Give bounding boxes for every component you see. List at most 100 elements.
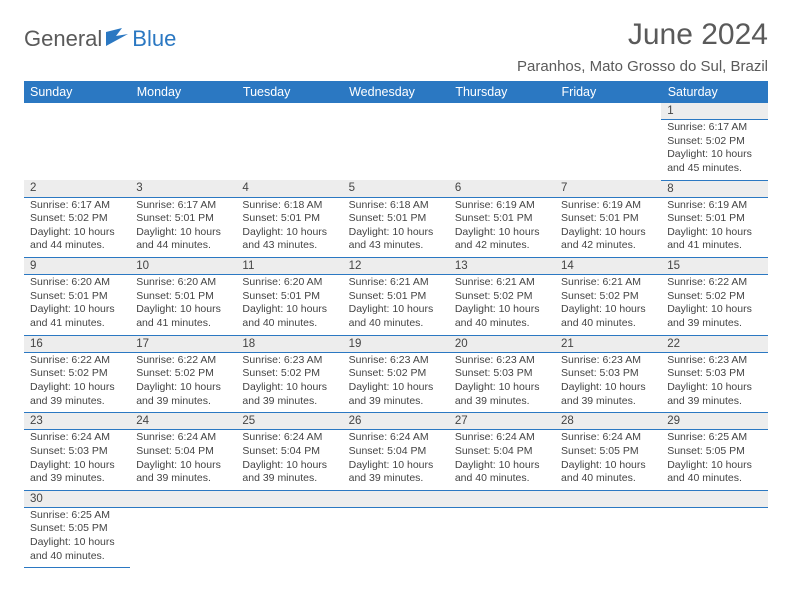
day-cell-info: Sunrise: 6:17 AMSunset: 5:01 PMDaylight:… xyxy=(130,197,236,258)
calendar-table: SundayMondayTuesdayWednesdayThursdayFrid… xyxy=(24,81,768,568)
day-number: 17 xyxy=(130,336,236,352)
day-number: 13 xyxy=(449,258,555,274)
logo: General Blue xyxy=(24,26,176,52)
day-cell-number: 18 xyxy=(236,335,342,352)
day-cell-number: 22 xyxy=(661,335,767,352)
day-number: 22 xyxy=(661,336,767,352)
day-cell-info: Sunrise: 6:18 AMSunset: 5:01 PMDaylight:… xyxy=(236,197,342,258)
day-cell-number: 14 xyxy=(555,258,661,275)
day-cell-number xyxy=(343,103,449,120)
day-number: 24 xyxy=(130,413,236,429)
day-header: Saturday xyxy=(661,81,767,103)
day-cell-info: Sunrise: 6:23 AMSunset: 5:03 PMDaylight:… xyxy=(555,352,661,413)
day-cell-info xyxy=(236,120,342,181)
day-cell-number: 24 xyxy=(130,413,236,430)
day-info: Sunrise: 6:23 AMSunset: 5:02 PMDaylight:… xyxy=(343,353,449,413)
day-cell-info: Sunrise: 6:24 AMSunset: 5:04 PMDaylight:… xyxy=(130,430,236,491)
day-cell-info xyxy=(236,507,342,568)
day-cell-number: 23 xyxy=(24,413,130,430)
day-cell-number xyxy=(236,103,342,120)
day-number: 23 xyxy=(24,413,130,429)
day-info: Sunrise: 6:19 AMSunset: 5:01 PMDaylight:… xyxy=(555,198,661,258)
day-cell-number: 16 xyxy=(24,335,130,352)
day-cell-info: Sunrise: 6:22 AMSunset: 5:02 PMDaylight:… xyxy=(661,275,767,336)
day-cell-info: Sunrise: 6:17 AMSunset: 5:02 PMDaylight:… xyxy=(24,197,130,258)
day-number: 4 xyxy=(236,180,342,196)
day-cell-number: 25 xyxy=(236,413,342,430)
day-cell-info: Sunrise: 6:25 AMSunset: 5:05 PMDaylight:… xyxy=(661,430,767,491)
day-header: Sunday xyxy=(24,81,130,103)
day-info: Sunrise: 6:18 AMSunset: 5:01 PMDaylight:… xyxy=(343,198,449,258)
day-cell-info: Sunrise: 6:19 AMSunset: 5:01 PMDaylight:… xyxy=(661,197,767,258)
day-cell-number: 26 xyxy=(343,413,449,430)
calendar-head: SundayMondayTuesdayWednesdayThursdayFrid… xyxy=(24,81,768,103)
day-cell-number: 3 xyxy=(130,180,236,197)
day-info: Sunrise: 6:23 AMSunset: 5:03 PMDaylight:… xyxy=(555,353,661,413)
day-cell-info xyxy=(661,507,767,568)
day-number: 7 xyxy=(555,180,661,196)
day-number: 12 xyxy=(343,258,449,274)
day-cell-number xyxy=(661,490,767,507)
day-number: 25 xyxy=(236,413,342,429)
logo-flag-icon xyxy=(106,28,132,51)
day-info: Sunrise: 6:20 AMSunset: 5:01 PMDaylight:… xyxy=(130,275,236,335)
day-number: 6 xyxy=(449,180,555,196)
day-info: Sunrise: 6:24 AMSunset: 5:04 PMDaylight:… xyxy=(449,430,555,490)
day-cell-info: Sunrise: 6:24 AMSunset: 5:04 PMDaylight:… xyxy=(449,430,555,491)
day-cell-number xyxy=(236,490,342,507)
day-info: Sunrise: 6:23 AMSunset: 5:03 PMDaylight:… xyxy=(449,353,555,413)
day-cell-info xyxy=(343,120,449,181)
day-number: 28 xyxy=(555,413,661,429)
header: General Blue June 2024 Paranhos, Mato Gr… xyxy=(24,18,768,75)
day-number: 5 xyxy=(343,180,449,196)
day-cell-number: 1 xyxy=(661,103,767,120)
day-cell-info xyxy=(449,120,555,181)
day-info: Sunrise: 6:25 AMSunset: 5:05 PMDaylight:… xyxy=(24,508,130,568)
day-number: 30 xyxy=(24,491,130,507)
day-cell-info: Sunrise: 6:17 AMSunset: 5:02 PMDaylight:… xyxy=(661,120,767,181)
day-header: Thursday xyxy=(449,81,555,103)
day-cell-info: Sunrise: 6:24 AMSunset: 5:03 PMDaylight:… xyxy=(24,430,130,491)
day-number: 14 xyxy=(555,258,661,274)
day-cell-number: 17 xyxy=(130,335,236,352)
day-cell-number xyxy=(449,490,555,507)
day-cell-number: 19 xyxy=(343,335,449,352)
day-number: 3 xyxy=(130,180,236,196)
day-header: Friday xyxy=(555,81,661,103)
day-info: Sunrise: 6:24 AMSunset: 5:03 PMDaylight:… xyxy=(24,430,130,490)
page-title: June 2024 xyxy=(517,18,768,52)
day-info: Sunrise: 6:24 AMSunset: 5:05 PMDaylight:… xyxy=(555,430,661,490)
day-info: Sunrise: 6:20 AMSunset: 5:01 PMDaylight:… xyxy=(236,275,342,335)
day-cell-info: Sunrise: 6:25 AMSunset: 5:05 PMDaylight:… xyxy=(24,507,130,568)
day-info: Sunrise: 6:21 AMSunset: 5:01 PMDaylight:… xyxy=(343,275,449,335)
day-info: Sunrise: 6:24 AMSunset: 5:04 PMDaylight:… xyxy=(343,430,449,490)
day-cell-info: Sunrise: 6:20 AMSunset: 5:01 PMDaylight:… xyxy=(130,275,236,336)
day-info: Sunrise: 6:19 AMSunset: 5:01 PMDaylight:… xyxy=(661,198,767,258)
day-cell-info: Sunrise: 6:22 AMSunset: 5:02 PMDaylight:… xyxy=(24,352,130,413)
day-cell-info: Sunrise: 6:18 AMSunset: 5:01 PMDaylight:… xyxy=(343,197,449,258)
day-cell-info: Sunrise: 6:20 AMSunset: 5:01 PMDaylight:… xyxy=(236,275,342,336)
day-cell-number: 30 xyxy=(24,490,130,507)
logo-text-general: General xyxy=(24,26,102,52)
day-cell-number: 13 xyxy=(449,258,555,275)
day-cell-number: 27 xyxy=(449,413,555,430)
day-info: Sunrise: 6:24 AMSunset: 5:04 PMDaylight:… xyxy=(236,430,342,490)
day-cell-info: Sunrise: 6:24 AMSunset: 5:04 PMDaylight:… xyxy=(343,430,449,491)
day-header: Wednesday xyxy=(343,81,449,103)
day-info: Sunrise: 6:18 AMSunset: 5:01 PMDaylight:… xyxy=(236,198,342,258)
day-number: 19 xyxy=(343,336,449,352)
location-text: Paranhos, Mato Grosso do Sul, Brazil xyxy=(517,58,768,75)
day-cell-info: Sunrise: 6:19 AMSunset: 5:01 PMDaylight:… xyxy=(555,197,661,258)
day-number: 10 xyxy=(130,258,236,274)
day-cell-number: 6 xyxy=(449,180,555,197)
day-cell-info: Sunrise: 6:21 AMSunset: 5:01 PMDaylight:… xyxy=(343,275,449,336)
day-info: Sunrise: 6:21 AMSunset: 5:02 PMDaylight:… xyxy=(555,275,661,335)
day-cell-info: Sunrise: 6:23 AMSunset: 5:03 PMDaylight:… xyxy=(661,352,767,413)
day-cell-number xyxy=(449,103,555,120)
day-cell-info: Sunrise: 6:21 AMSunset: 5:02 PMDaylight:… xyxy=(555,275,661,336)
day-info: Sunrise: 6:21 AMSunset: 5:02 PMDaylight:… xyxy=(449,275,555,335)
day-cell-number: 12 xyxy=(343,258,449,275)
day-info: Sunrise: 6:23 AMSunset: 5:03 PMDaylight:… xyxy=(661,353,767,413)
day-cell-number: 8 xyxy=(661,180,767,197)
day-info: Sunrise: 6:22 AMSunset: 5:02 PMDaylight:… xyxy=(661,275,767,335)
